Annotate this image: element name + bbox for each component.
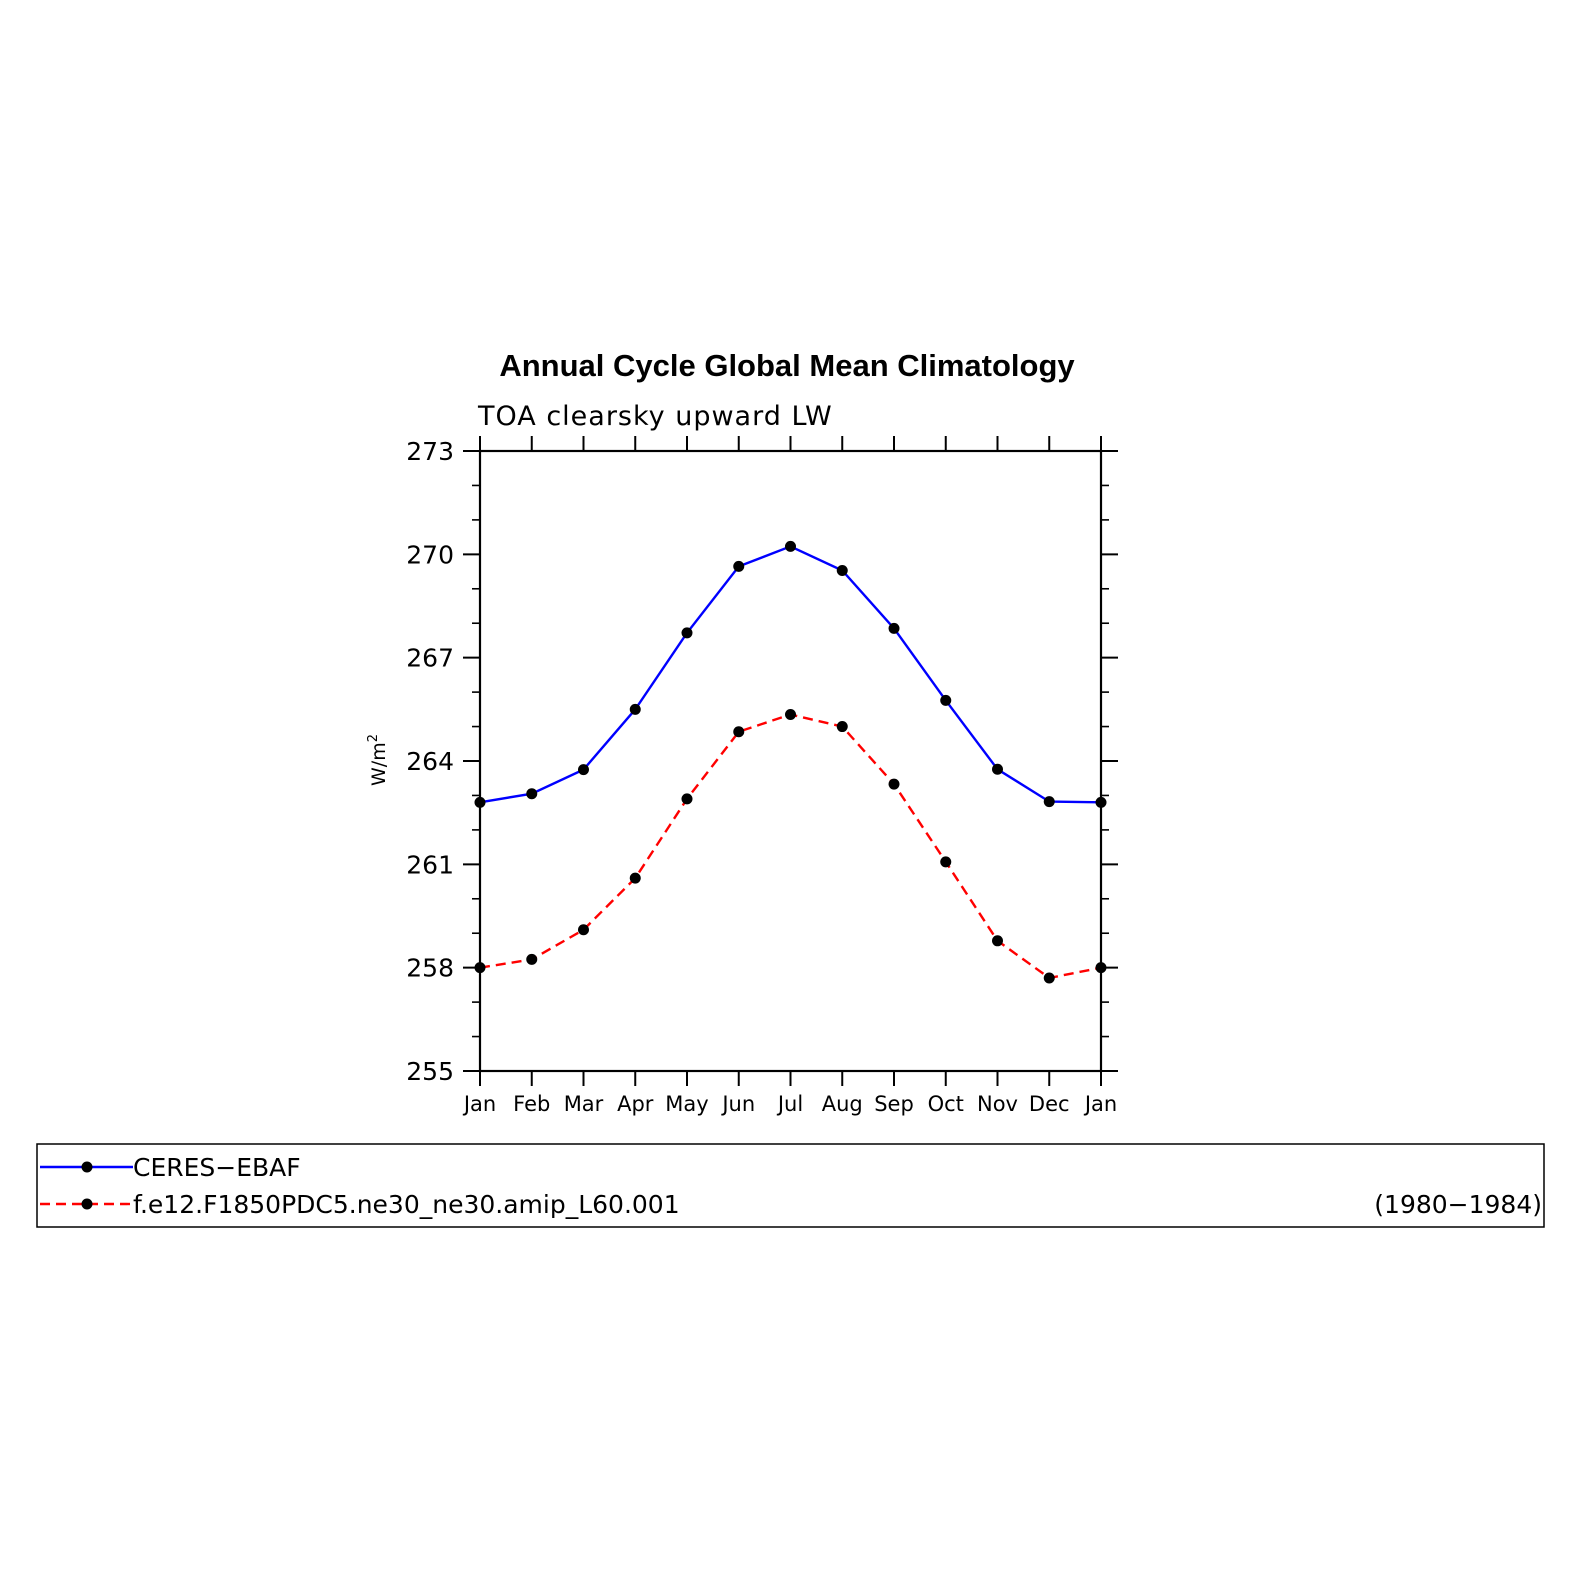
series-2-point (940, 856, 952, 868)
series-2-point (1043, 972, 1055, 984)
series-2-point (578, 924, 589, 936)
chart-subtitle: TOA clearsky upward LW (477, 401, 833, 432)
chart-title: Annual Cycle Global Mean Climatology (499, 348, 1075, 383)
plot-frame (478, 449, 1103, 1073)
series-1-point (1043, 796, 1055, 808)
legend-marker-1 (81, 1161, 93, 1173)
series-1-point (992, 763, 1003, 775)
y-tick-label: 258 (406, 954, 454, 983)
legend-box (36, 1143, 1545, 1228)
x-tick-label: Oct (928, 1092, 964, 1116)
series-1-point (785, 540, 796, 552)
y-tick-label: 255 (406, 1057, 454, 1086)
x-tick-label: Mar (564, 1092, 604, 1116)
y-axis-label: W/m2 (366, 734, 390, 786)
legend-marker-2 (81, 1198, 93, 1210)
series-1-point (940, 694, 952, 706)
series-1-point (681, 627, 693, 639)
y-tick-label: 270 (406, 540, 454, 569)
series-2-point (629, 872, 641, 884)
x-tick-labels: Jan Feb Mar Apr May Jun Jul Aug Sep Oct Nov Dec Jan (462, 1092, 1117, 1116)
series-1-point (526, 788, 538, 800)
series-1-point (629, 703, 641, 715)
y-tick-label: 273 (406, 437, 454, 466)
series-line-2 (479, 713, 1102, 980)
series-1-point (733, 560, 745, 572)
series-1-point (578, 764, 589, 776)
x-tick-label: Apr (617, 1092, 654, 1116)
x-tick-label: Feb (513, 1092, 550, 1116)
svg-text:W/m2: W/m2 (366, 734, 390, 786)
series-line-1 (479, 545, 1102, 804)
x-tick-label: May (665, 1092, 708, 1116)
series-1-point (888, 622, 900, 634)
x-tick-label: Dec (1029, 1092, 1070, 1116)
series-2-point (785, 709, 796, 720)
y-tick-label: 264 (406, 747, 454, 776)
y-axis-label-superscript: 2 (366, 734, 381, 742)
legend-period-note: (1980−1984) (1374, 1190, 1542, 1219)
series-1-point (836, 565, 848, 577)
legend-label-2: f.e12.F1850PDC5.ne30_ne30.amip_L60.001 (133, 1190, 680, 1219)
x-tick-label: Nov (977, 1092, 1018, 1116)
y-tick-labels: 273 270 267 264 261 258 255 (406, 437, 454, 1086)
series-2-point (836, 721, 848, 733)
series-layer (474, 540, 1107, 984)
x-tick-label: Jan (462, 1092, 496, 1116)
legend: (1980−1984) CERES−EBAF f.e12.F1850PDC5.ne… (36, 1143, 1545, 1228)
x-tick-label: Jan (1083, 1092, 1117, 1116)
y-axis-label-base: W/m (368, 742, 390, 786)
x-tick-label: Jul (776, 1092, 803, 1116)
x-tick-label: Sep (874, 1092, 914, 1116)
series-2-point (888, 778, 900, 790)
series-2-point (733, 726, 745, 738)
y-tick-label: 267 (406, 644, 454, 673)
x-tick-label: Jun (720, 1092, 755, 1116)
series-2-point (681, 793, 693, 805)
axis-ticks (463, 436, 1118, 1086)
legend-label-1: CERES−EBAF (133, 1153, 301, 1182)
series-2-point (992, 935, 1003, 947)
x-tick-label: Aug (822, 1092, 863, 1116)
y-tick-label: 261 (406, 850, 454, 879)
series-2-point (526, 953, 538, 965)
